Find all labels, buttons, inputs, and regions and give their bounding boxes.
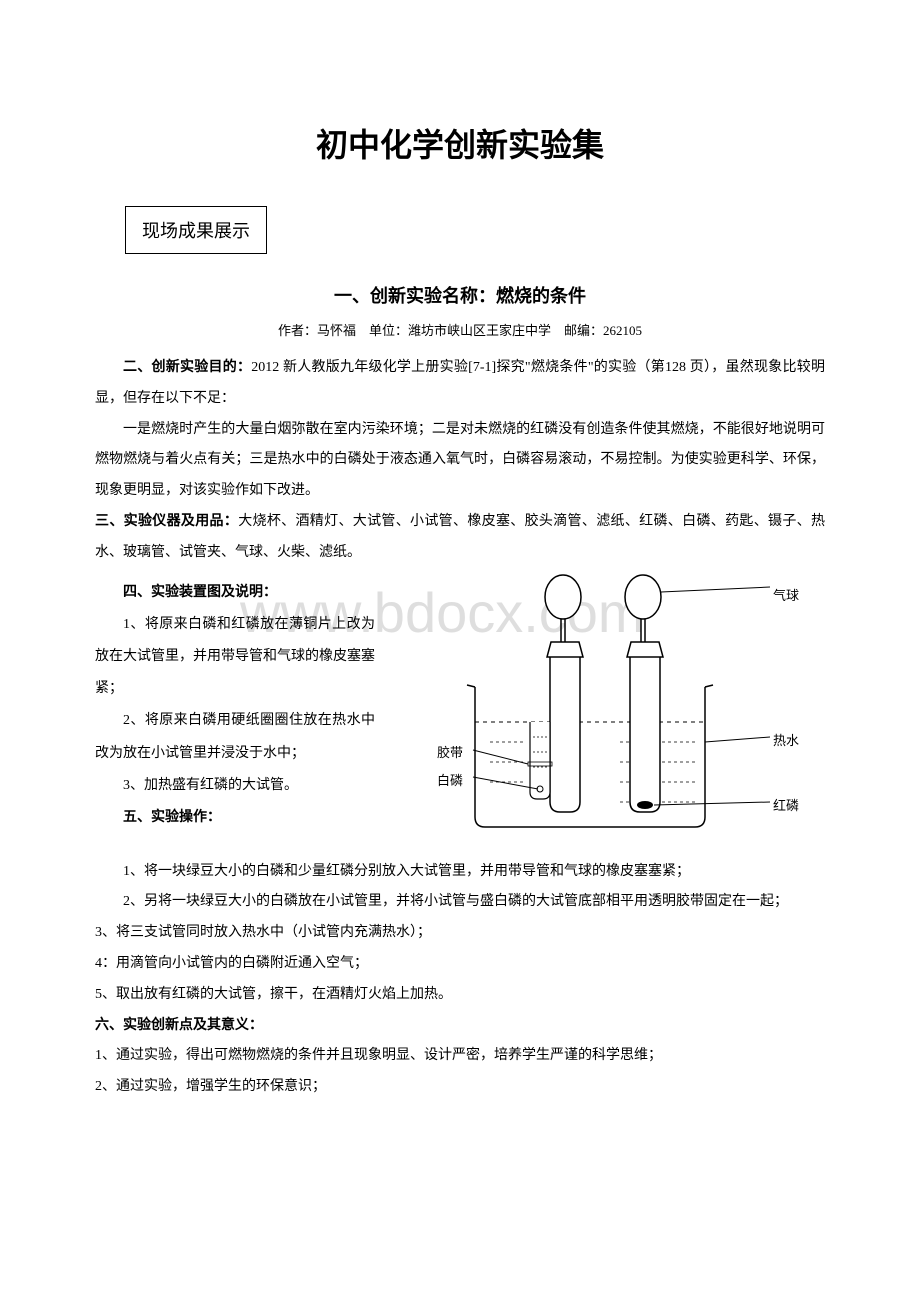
label-reshui: 热水 <box>773 730 799 749</box>
label-qiqiu: 气球 <box>773 585 799 604</box>
author-line: 作者：马怀福 单位：潍坊市峡山区王家庄中学 邮编：262105 <box>95 320 825 339</box>
para-4-item-1: 1、将原来白磷和红磷放在薄铜片上改为放在大试管里，并用带导管和气球的橡皮塞塞紧； <box>95 609 375 706</box>
main-title: 初中化学创新实验集 <box>95 120 825 166</box>
diagram-svg <box>375 567 815 857</box>
label-bailin: 白磷 <box>437 770 463 789</box>
para-3: 三、实验仪器及用品：大烧杯、酒精灯、大试管、小试管、橡皮塞、胶头滴管、滤纸、红磷… <box>95 507 825 569</box>
para-5-item-4: 4：用滴管向小试管内的白磷附近通入空气； <box>95 949 825 980</box>
para-2b: 一是燃烧时产生的大量白烟弥散在室内污染环境；二是对未燃烧的红磷没有创造条件使其燃… <box>95 415 825 507</box>
para-5-item-3: 3、将三支试管同时放入热水中（小试管内充满热水）； <box>95 918 825 949</box>
para-2-label: 二、创新实验目的： <box>123 360 251 375</box>
para-4-item-2: 2、将原来白磷用硬纸圈圈住放在热水中改为放在小试管里并浸没于水中； <box>95 705 375 769</box>
para-4-title: 四、实验装置图及说明： <box>95 577 375 609</box>
para-3-label: 三、实验仪器及用品： <box>95 514 238 529</box>
para-2: 二、创新实验目的：2012 新人教版九年级化学上册实验[7-1]探究"燃烧条件"… <box>95 353 825 415</box>
para-6-title: 六、实验创新点及其意义： <box>95 1011 825 1042</box>
para-5-title: 五、实验操作： <box>95 802 375 834</box>
para-4-item-3: 3、加热盛有红磷的大试管。 <box>95 770 375 802</box>
label-jiaodai: 胶带 <box>437 742 463 761</box>
para-6-item-1: 1、通过实验，得出可燃物燃烧的条件并且现象明显、设计严密，培养学生严谨的科学思维… <box>95 1041 825 1072</box>
box-label: 现场成果展示 <box>125 206 267 254</box>
label-honglin: 红磷 <box>773 795 799 814</box>
para-5-item-5: 5、取出放有红磷的大试管，擦干，在酒精灯火焰上加热。 <box>95 980 825 1011</box>
para-5-item-1: 1、将一块绿豆大小的白磷和少量红磷分别放入大试管里，并用带导管和气球的橡皮塞塞紧… <box>95 857 825 888</box>
section-1-title: 一、创新实验名称：燃烧的条件 <box>95 282 825 308</box>
para-6-item-2: 2、通过实验，增强学生的环保意识； <box>95 1072 825 1103</box>
para-5-item-2: 2、另将一块绿豆大小的白磷放在小试管里，并将小试管与盛白磷的大试管底部相平用透明… <box>95 887 825 918</box>
experiment-diagram: 气球 热水 红磷 胶带 白磷 <box>375 577 825 857</box>
